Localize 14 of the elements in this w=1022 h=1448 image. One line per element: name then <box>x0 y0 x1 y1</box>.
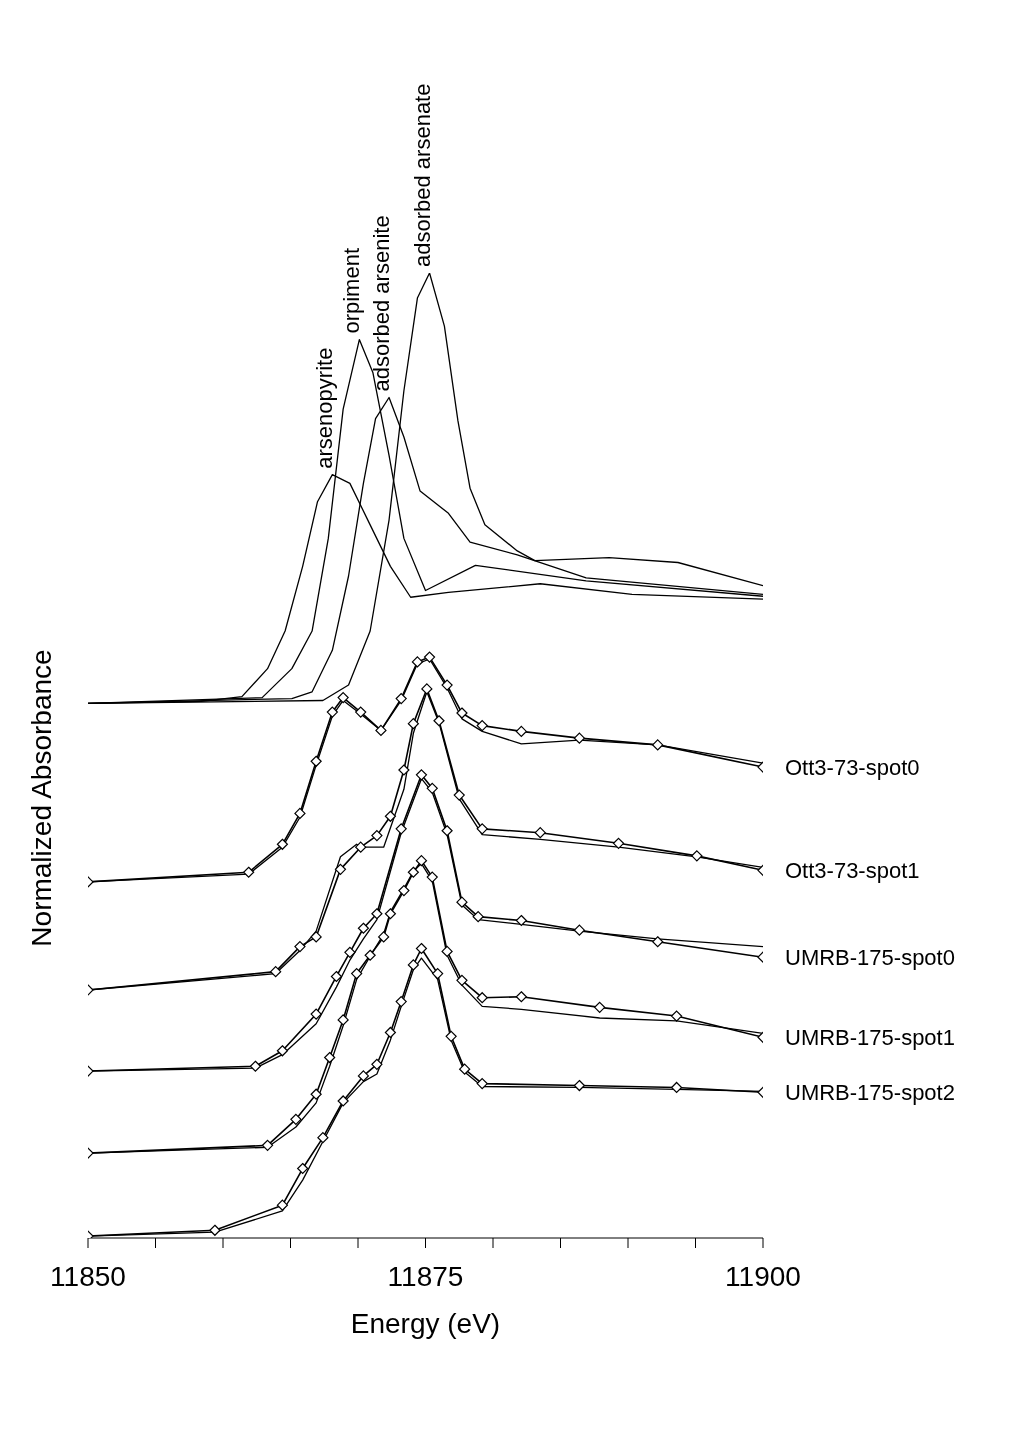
series-label: Ott3-73-spot1 <box>785 858 920 884</box>
x-tick-label: 11850 <box>50 1260 126 1292</box>
x-axis-title: Energy (eV) <box>350 1308 501 1339</box>
text: adsorbed arsenite <box>369 215 395 392</box>
series-label: UMRB-175-spot1 <box>785 1025 955 1051</box>
series-label: UMRB-175-spot0 <box>785 945 955 971</box>
text: orpiment <box>339 247 365 334</box>
text: arsenopyrite <box>312 347 338 469</box>
series-label: UMRB-175-spot2 <box>785 1080 955 1106</box>
y-axis-title: Normalized Absorbance <box>26 649 58 947</box>
x-tick-label: 11875 <box>387 1260 464 1292</box>
text: adsorbed arsenate <box>409 83 435 267</box>
x-tick-label: 11900 <box>725 1260 801 1292</box>
series-label: Ott3-73-spot0 <box>785 755 920 781</box>
